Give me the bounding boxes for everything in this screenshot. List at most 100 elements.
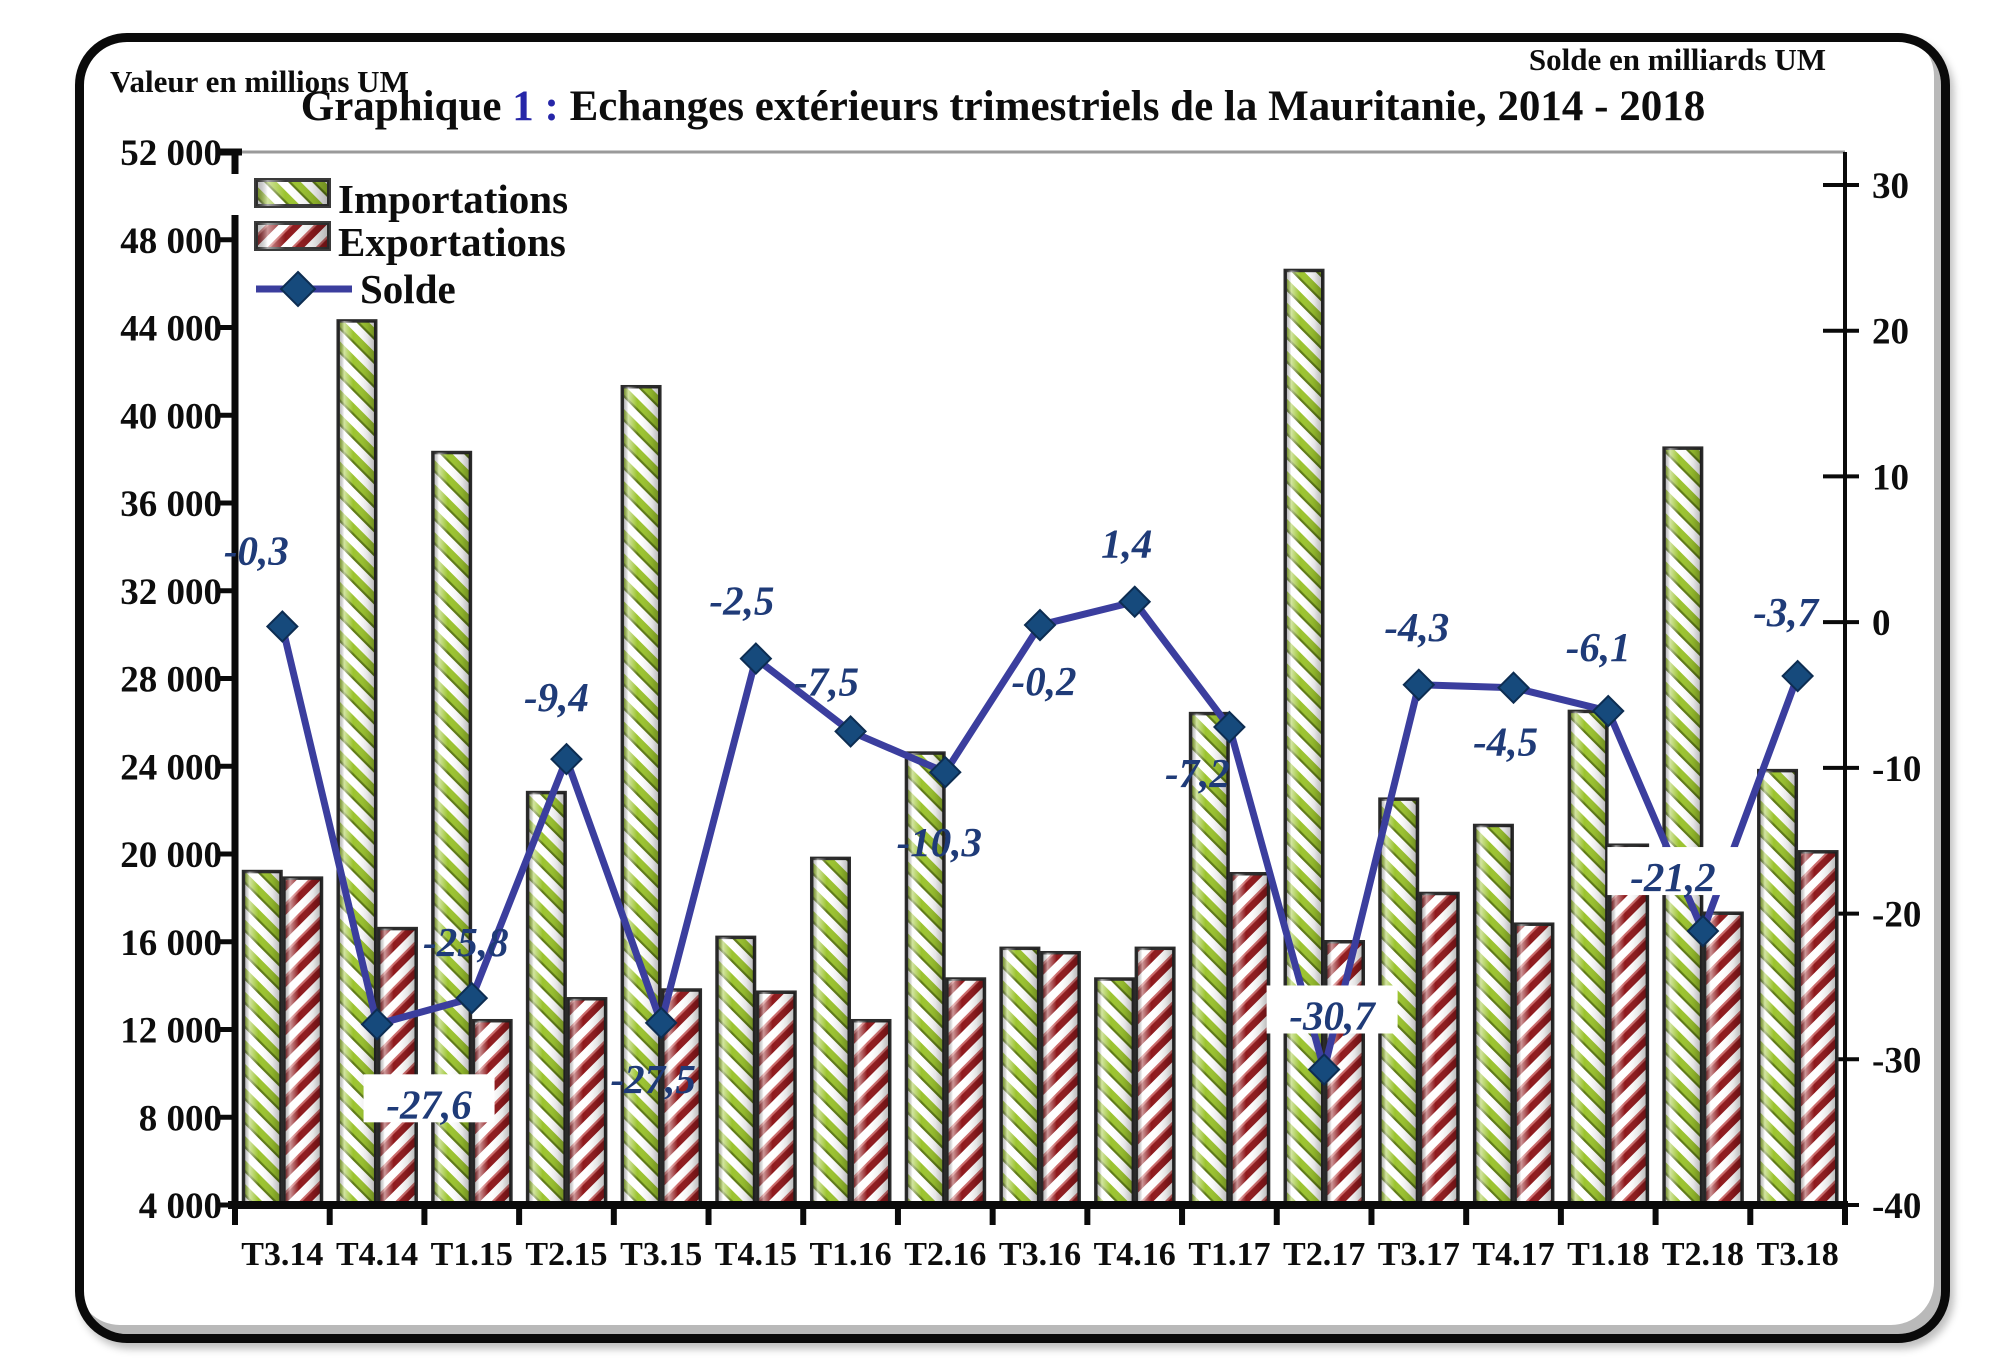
solde-label-box [363,1074,495,1123]
x-axis-label-T4.16: T4.16 [1094,1236,1176,1273]
right-axis-label: 0 [1872,603,1891,644]
import-bar-shade [622,386,660,1205]
legend-label-solde: Solde [360,266,456,312]
export-bar-shade [1799,851,1837,1205]
solde-marker-T3.14 [265,610,299,643]
solde-data-label: -25,8 [423,919,508,965]
x-axis-label-T4.15: T4.15 [715,1236,797,1273]
legend-label-importations: Importations [338,176,568,222]
solde-marker-T3.18 [1781,659,1815,693]
left-axis-label: 20 000 [120,835,222,876]
left-axis-label: 44 000 [120,309,222,350]
x-axis-label-T2.18: T2.18 [1662,1236,1744,1273]
solde-data-label: -0,3 [224,528,289,574]
export-bar-shade [757,992,796,1205]
solde-marker-T2.15 [550,742,583,776]
left-axis-label: 48 000 [120,221,222,262]
import-bar-shade [338,320,376,1205]
solde-marker-T2.16 [928,755,962,789]
solde-data-label: -0,2 [1012,658,1077,704]
x-axis-label-T3.17: T3.17 [1378,1236,1460,1273]
x-axis-label-T1.18: T1.18 [1567,1236,1649,1273]
x-axis-label-T3.18: T3.18 [1757,1236,1839,1273]
solde-marker-T3.16 [1023,608,1057,642]
left-axis-label: 28 000 [120,660,222,701]
solde-marker-T2.18 [1686,914,1720,948]
export-bar-shade [1515,924,1553,1205]
legend-import-swatch-shade [256,180,329,206]
solde-data-label: -10,3 [897,819,982,865]
x-axis-label-T2.16: T2.16 [904,1236,986,1273]
solde-marker-T3.15 [644,1006,678,1040]
x-axis-label-T4.14: T4.14 [336,1236,418,1273]
bars-group [241,268,1839,1207]
import-bar-shade [527,792,566,1205]
right-axis-label: -10 [1872,749,1921,790]
solde-label-box [1607,847,1739,896]
solde-label-box [1266,985,1398,1034]
export-bar-shade [284,878,322,1205]
solde-data-label: -9,4 [524,674,589,720]
x-axis-label-T2.15: T2.15 [525,1236,607,1273]
left-axis-label: 36 000 [120,484,222,525]
export-bar-shade [378,928,417,1205]
solde-data-label: -4,3 [1384,604,1449,650]
x-axis-label-T1.17: T1.17 [1188,1236,1270,1273]
import-bar-shade [1001,948,1039,1205]
export-bar-shade [1041,952,1080,1205]
right-axis-title: Solde en milliards UM [1529,42,1826,77]
import-bar-shade [811,858,850,1205]
solde-marker-T4.14 [360,1007,394,1041]
x-axis-label-T3.14: T3.14 [241,1236,323,1273]
solde-marker-T4.15 [739,642,773,675]
solde-marker-T1.17 [1212,710,1246,744]
left-axis-label: 16 000 [120,923,222,964]
left-axis-label: 24 000 [120,747,222,788]
solde-data-label: -7,5 [794,658,859,704]
import-bar-shade [1758,770,1797,1205]
solde-data-label: -3,7 [1753,589,1819,635]
legend-label-exportations: Exportations [338,219,566,265]
left-axis-label: 40 000 [120,396,222,437]
right-axis-label: -30 [1872,1040,1921,1081]
legend [254,178,352,308]
export-bar-shade [1704,913,1743,1205]
x-axis-label-T2.17: T2.17 [1283,1236,1365,1273]
export-bar-shade [852,1020,890,1205]
import-bar-shade [906,753,944,1205]
import-bar-shade [1569,711,1607,1205]
left-axis-label: 52 000 [120,133,222,174]
solde-data-label: 1,4 [1101,521,1152,567]
solde-data-label: -6,1 [1566,624,1631,670]
import-bar-shade [1474,825,1513,1205]
export-bar-shade [568,998,606,1205]
import-bar-shade [1664,448,1702,1205]
solde-marker-T1.16 [834,715,868,748]
solde-data-label: -4,5 [1473,719,1538,765]
solde-marker-T3.17 [1402,668,1436,702]
export-bar-shade [946,979,985,1205]
left-axis-label: 32 000 [120,572,222,613]
left-axis-title: Valeur en millions UM [110,64,409,99]
solde-marker-T1.15 [455,981,489,1015]
import-bar-shade [717,937,755,1205]
right-axis-label: 30 [1872,166,1909,207]
right-axis-label: 20 [1872,312,1909,353]
x-axis-label-T1.15: T1.15 [431,1236,513,1273]
legend-export-swatch-shade [256,223,329,249]
solde-data-label: -7,2 [1165,750,1230,796]
solde-marker-T2.17 [1307,1053,1341,1086]
legend-solde-diamond-icon [279,270,317,308]
export-bar-shade [1231,873,1269,1205]
solde-marker-T1.18 [1591,694,1625,728]
x-axis-label-T4.17: T4.17 [1472,1236,1554,1273]
solde-data-label: -21,2 [1630,854,1715,900]
solde-marker-T4.16 [1118,585,1152,619]
x-axis-label-T3.16: T3.16 [999,1236,1081,1273]
import-bar-shade [1190,713,1229,1205]
x-axis-label-T3.15: T3.15 [620,1236,702,1273]
solde-data-label: -27,6 [386,1081,472,1127]
right-axis-label: 10 [1872,457,1909,498]
solde-data-label: -27,5 [610,1056,695,1102]
x-axis-label-T1.16: T1.16 [809,1236,891,1273]
